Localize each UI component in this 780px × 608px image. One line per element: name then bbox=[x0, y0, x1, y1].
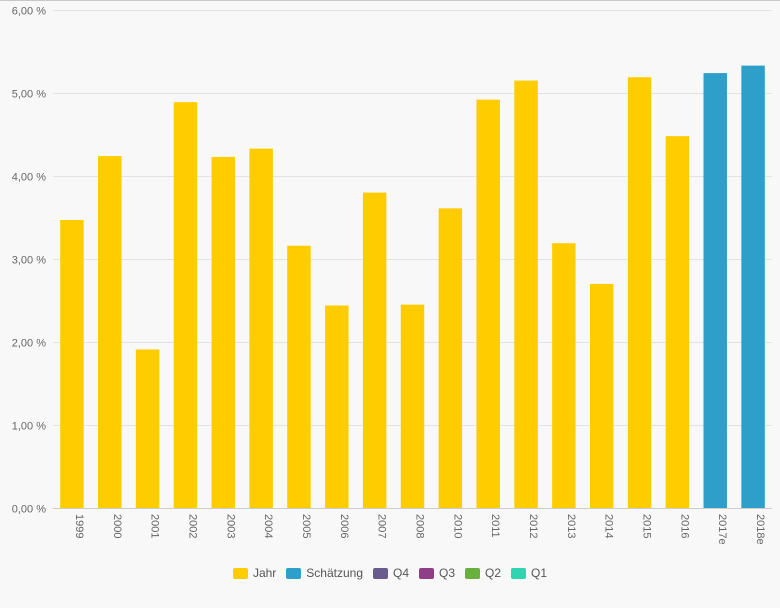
y-tick-label: 1,00 % bbox=[12, 421, 46, 433]
bar[interactable] bbox=[173, 102, 198, 508]
y-tick-label: 3,00 % bbox=[12, 255, 46, 267]
legend: Jahr Schätzung Q4 Q3 Q2 Q1 bbox=[0, 566, 780, 580]
bar[interactable] bbox=[362, 192, 387, 508]
legend-item-schaetzung[interactable]: Schätzung bbox=[286, 566, 363, 580]
legend-swatch-icon bbox=[419, 567, 435, 579]
bar[interactable] bbox=[287, 245, 311, 508]
y-axis: 0,00 % 1,00 % 2,00 % 3,00 % 4,00 % 5,00 % 6,00… bbox=[12, 6, 46, 516]
x-tick-label: 2004 bbox=[262, 514, 274, 538]
y-tick-label: 0,00 % bbox=[12, 504, 46, 516]
x-tick-label: 2002 bbox=[186, 514, 198, 538]
x-tick-label: 2008 bbox=[414, 514, 426, 538]
bar[interactable] bbox=[476, 99, 500, 508]
x-tick-label: 2014 bbox=[603, 514, 615, 538]
x-tick-label: 2000 bbox=[111, 514, 123, 538]
bar[interactable] bbox=[400, 304, 425, 508]
bar[interactable] bbox=[703, 73, 727, 508]
x-tick-label: 2005 bbox=[300, 514, 312, 538]
x-tick-label: 2001 bbox=[149, 514, 161, 538]
bar[interactable] bbox=[249, 148, 273, 509]
legend-item-q2[interactable]: Q2 bbox=[465, 566, 501, 580]
bar[interactable] bbox=[514, 80, 538, 509]
x-tick-label: 2011 bbox=[489, 514, 501, 538]
bar[interactable] bbox=[589, 283, 614, 508]
bar[interactable] bbox=[60, 219, 84, 509]
legend-label: Q3 bbox=[439, 566, 456, 580]
legend-label: Schätzung bbox=[306, 566, 363, 580]
x-tick-label: 2018e bbox=[754, 514, 766, 545]
x-tick-label: 2003 bbox=[224, 514, 236, 538]
x-tick-label: 2015 bbox=[641, 514, 653, 538]
legend-swatch-icon bbox=[465, 567, 481, 579]
bar[interactable] bbox=[325, 305, 349, 508]
x-tick-label: 2007 bbox=[376, 514, 388, 538]
legend-item-q1[interactable]: Q1 bbox=[511, 566, 547, 580]
legend-swatch-icon bbox=[511, 567, 527, 579]
legend-item-jahr[interactable]: Jahr bbox=[232, 566, 277, 580]
legend-swatch-icon bbox=[232, 567, 248, 579]
y-tick-label: 5,00 % bbox=[12, 89, 46, 101]
bar[interactable] bbox=[665, 136, 690, 508]
x-tick-label: 2012 bbox=[527, 514, 539, 538]
x-tick-label: 2010 bbox=[451, 514, 463, 538]
x-tick-label: 2016 bbox=[678, 514, 690, 538]
bar[interactable] bbox=[211, 156, 236, 508]
bars bbox=[60, 65, 765, 509]
bar[interactable] bbox=[627, 77, 652, 508]
y-tick-label: 2,00 % bbox=[12, 338, 46, 350]
bar[interactable] bbox=[98, 156, 122, 508]
legend-label: Q4 bbox=[393, 566, 410, 580]
legend-label: Q2 bbox=[485, 566, 502, 580]
x-tick-label: 2006 bbox=[338, 514, 350, 538]
legend-label: Jahr bbox=[252, 566, 277, 580]
bar[interactable] bbox=[741, 65, 765, 509]
bar-chart: 0,00 % 1,00 % 2,00 % 3,00 % 4,00 % 5,00 % 6,00… bbox=[0, 0, 780, 545]
x-tick-label: 2013 bbox=[565, 514, 577, 538]
bar[interactable] bbox=[552, 243, 576, 509]
legend-swatch-icon bbox=[373, 567, 388, 579]
legend-swatch-icon bbox=[286, 567, 302, 579]
x-tick-label: 1999 bbox=[73, 514, 85, 538]
legend-item-q4[interactable]: Q4 bbox=[373, 566, 409, 580]
legend-item-q3[interactable]: Q3 bbox=[419, 566, 455, 580]
x-axis: 1999 2000 2001 2002 2003 2004 2005 2006 2007 2008… bbox=[53, 508, 772, 545]
bar[interactable] bbox=[438, 208, 463, 508]
bar[interactable] bbox=[135, 349, 160, 508]
y-tick-label: 6,00 % bbox=[12, 6, 46, 18]
x-tick-label: 2017e bbox=[716, 514, 728, 545]
legend-label: Q1 bbox=[531, 566, 548, 580]
y-tick-label: 4,00 % bbox=[12, 172, 46, 184]
